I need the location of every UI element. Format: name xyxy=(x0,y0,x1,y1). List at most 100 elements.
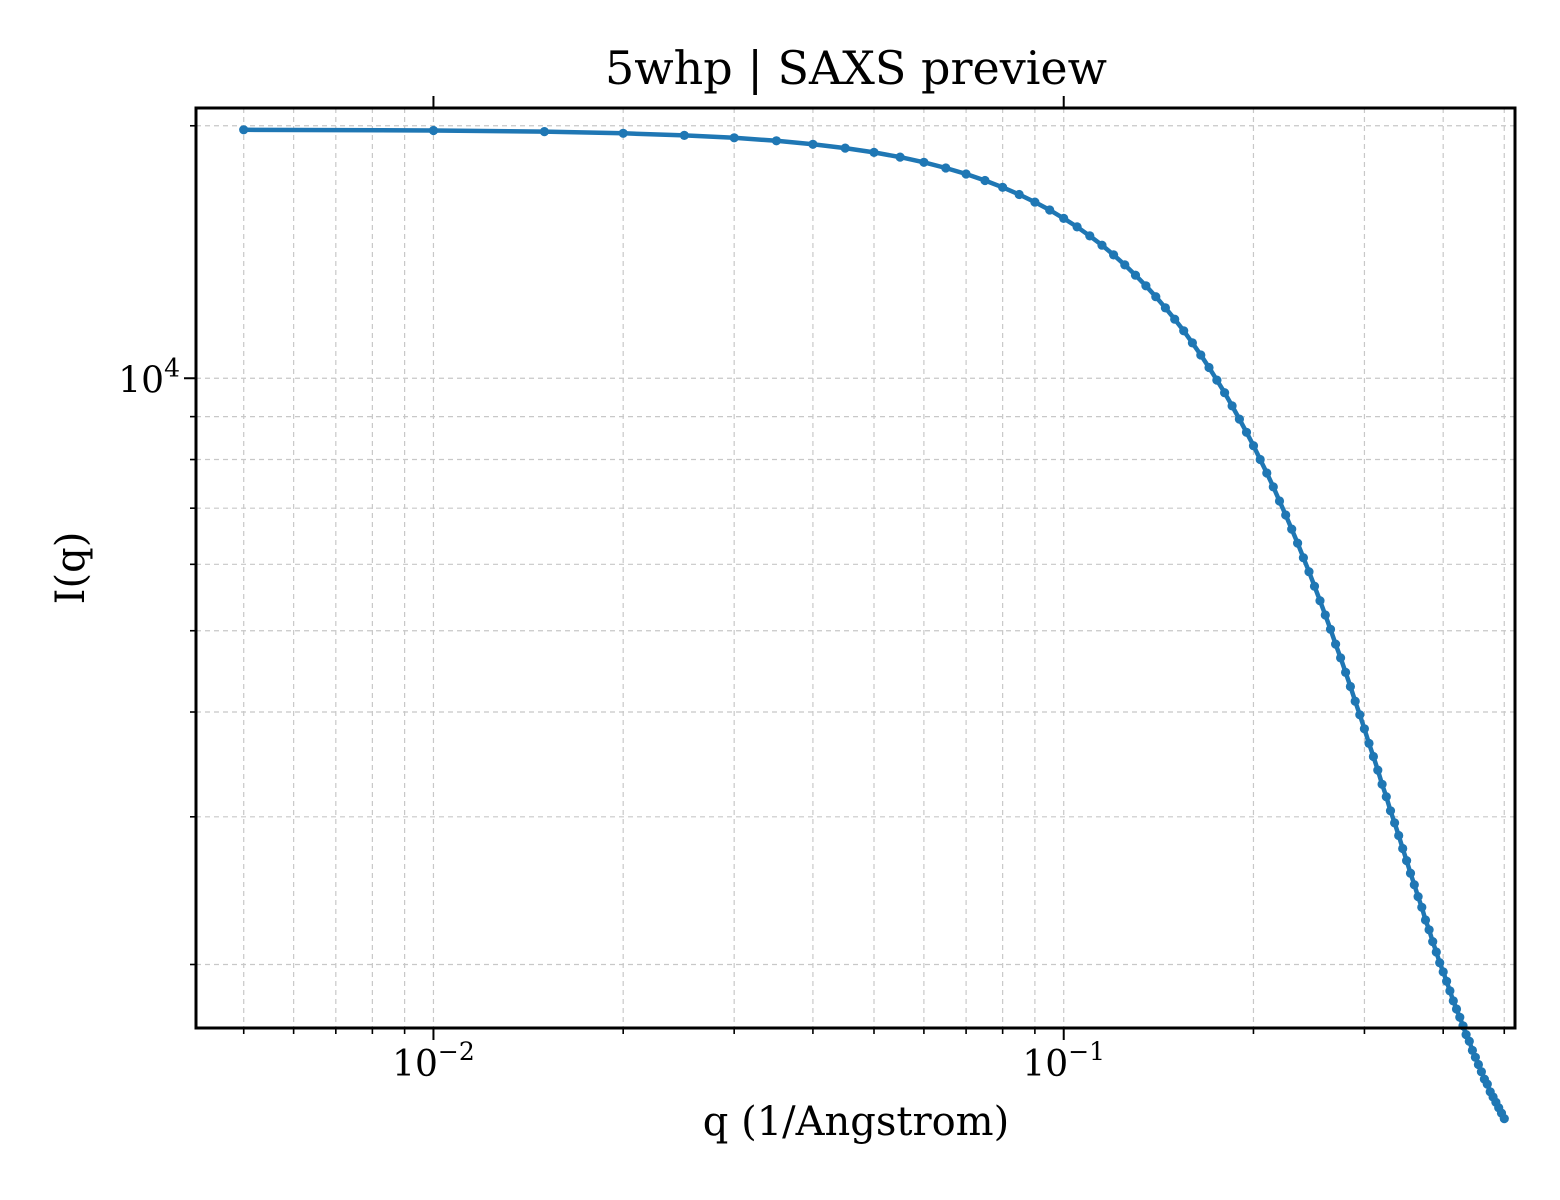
x-axis-label: q (1/Angstrom) xyxy=(703,1099,1009,1145)
data-point xyxy=(1234,414,1244,424)
data-point xyxy=(1315,596,1325,606)
data-point xyxy=(1109,250,1119,260)
data-point xyxy=(1445,986,1455,996)
data-point xyxy=(869,147,879,157)
data-point xyxy=(1014,189,1024,200)
data-point xyxy=(539,127,550,137)
data-point xyxy=(1336,653,1346,663)
data-point xyxy=(239,125,249,135)
data-point xyxy=(1341,667,1351,678)
data-point xyxy=(1160,303,1170,313)
data-point xyxy=(1368,751,1378,762)
data-point xyxy=(1417,902,1427,912)
data-point xyxy=(1141,281,1151,291)
data-point xyxy=(1072,222,1082,232)
data-point xyxy=(1298,553,1308,563)
data-point xyxy=(1470,1052,1480,1062)
data-point xyxy=(980,175,990,186)
data-point xyxy=(1420,915,1431,925)
x-tick-label: 10−1 xyxy=(1022,1037,1105,1085)
data-point xyxy=(1424,925,1434,935)
data-point xyxy=(1220,388,1230,398)
data-point xyxy=(1385,806,1396,816)
data-point xyxy=(808,139,818,149)
plot-frame xyxy=(194,106,1517,1030)
data-point xyxy=(1431,947,1441,957)
data-point xyxy=(1130,270,1141,280)
data-point xyxy=(1405,868,1416,878)
data-point xyxy=(1227,401,1237,411)
grid xyxy=(196,108,1515,1028)
axis-ticks: 10−2 10−1 104 xyxy=(118,96,1506,1085)
data-point xyxy=(428,125,439,136)
data-point xyxy=(1293,538,1303,548)
data-point xyxy=(941,163,951,173)
data-point xyxy=(1345,681,1355,692)
x-tick-label: 10−2 xyxy=(392,1037,475,1085)
data-point xyxy=(1196,350,1206,360)
data-point xyxy=(1085,231,1095,241)
data-point xyxy=(1331,639,1341,649)
data-point xyxy=(1151,292,1161,302)
data-point xyxy=(1255,454,1265,465)
data-point xyxy=(1413,892,1423,902)
data-point xyxy=(1287,524,1297,534)
data-point xyxy=(998,182,1008,192)
data-point xyxy=(1030,197,1040,207)
data-point xyxy=(1402,856,1412,866)
data-point xyxy=(679,130,689,140)
data-point xyxy=(840,143,850,153)
data-point xyxy=(1281,510,1291,520)
data-point xyxy=(1241,427,1252,437)
data-point xyxy=(1448,996,1458,1006)
data-point xyxy=(1451,1004,1462,1014)
data-point xyxy=(1268,482,1278,492)
data-point xyxy=(1187,338,1197,348)
data-point xyxy=(1482,1079,1492,1089)
data-point xyxy=(729,133,739,143)
data-point xyxy=(1364,738,1374,749)
data-point xyxy=(961,169,971,179)
data-point xyxy=(1320,610,1330,620)
data-point xyxy=(1359,724,1369,734)
data-point xyxy=(1248,441,1259,451)
data-point xyxy=(1381,792,1391,802)
data-point xyxy=(1179,326,1189,336)
data-point xyxy=(1170,314,1180,324)
y-tick-label: 104 xyxy=(118,353,180,401)
data-point xyxy=(1309,581,1320,591)
data-point xyxy=(1398,843,1408,854)
data-point xyxy=(1355,710,1365,720)
data-point xyxy=(1373,765,1383,775)
data-point xyxy=(1428,937,1438,947)
data-series xyxy=(239,125,1509,1124)
data-point xyxy=(1350,696,1360,706)
data-point xyxy=(1390,818,1400,828)
data-point xyxy=(1435,958,1445,968)
data-point xyxy=(1097,240,1107,250)
data-point xyxy=(1464,1036,1474,1046)
data-point xyxy=(1394,830,1404,841)
data-point xyxy=(1442,976,1452,986)
data-point xyxy=(895,152,905,162)
data-point xyxy=(1409,880,1419,890)
data-point xyxy=(1455,1012,1465,1022)
data-point xyxy=(1473,1059,1483,1070)
data-point xyxy=(1045,205,1055,215)
data-point xyxy=(1438,967,1448,977)
data-point xyxy=(1467,1045,1477,1055)
y-axis-label: I(q) xyxy=(48,532,94,605)
data-point xyxy=(1325,624,1336,634)
data-point xyxy=(919,157,929,167)
data-point xyxy=(1476,1067,1486,1077)
data-point xyxy=(1499,1114,1509,1124)
data-point xyxy=(1212,375,1222,385)
data-point xyxy=(1059,213,1069,223)
data-point xyxy=(618,128,628,138)
data-point xyxy=(1262,468,1272,478)
data-point xyxy=(1274,496,1285,506)
data-point xyxy=(1304,567,1314,577)
data-point xyxy=(771,136,782,146)
chart-title: 5whp | SAXS preview xyxy=(605,41,1107,95)
